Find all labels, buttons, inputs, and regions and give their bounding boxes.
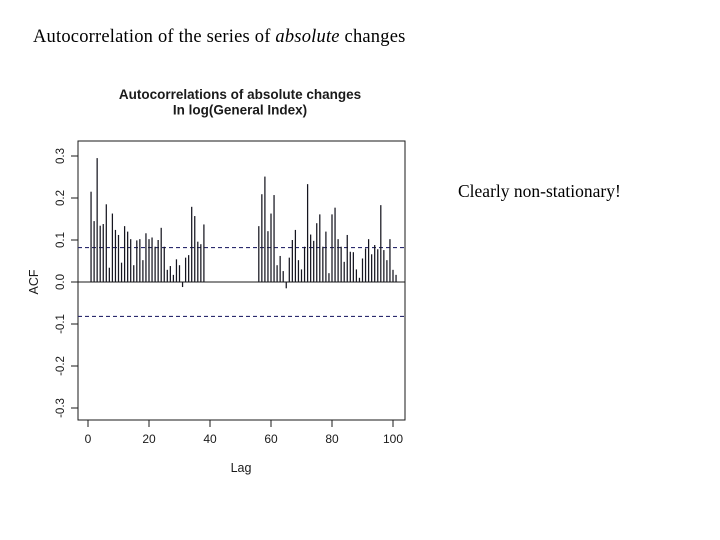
y-axis-title: ACF xyxy=(27,269,41,294)
chart-title-line2: In log(General Index) xyxy=(173,103,307,118)
y-tick-label: 0.2 xyxy=(55,190,67,206)
plot-box xyxy=(77,140,406,421)
y-tick-label: -0.2 xyxy=(55,356,67,376)
x-tick-label: 80 xyxy=(325,432,339,446)
y-tick-label: 0.3 xyxy=(55,148,67,164)
y-tick-label: 0.0 xyxy=(55,274,67,290)
chart-title-line1: Autocorrelations of absolute changes xyxy=(119,87,361,102)
x-tick-label: 20 xyxy=(142,432,156,446)
x-axis-title: Lag xyxy=(231,461,252,475)
slide-title: Autocorrelation of the series of absolut… xyxy=(33,27,406,48)
y-tick-label: -0.3 xyxy=(55,398,67,418)
y-tick-label: -0.1 xyxy=(55,314,67,334)
slide-title-emphasis: absolute xyxy=(275,27,340,47)
annotation-text: Clearly non-stationary! xyxy=(458,181,621,201)
x-tick-label: 0 xyxy=(85,432,92,446)
slide-title-suffix: changes xyxy=(339,27,406,47)
slide-title-prefix: Autocorrelation of the series of xyxy=(33,27,276,47)
x-tick-label: 40 xyxy=(203,432,217,446)
x-tick-label: 60 xyxy=(264,432,278,446)
y-tick-label: 0.1 xyxy=(55,232,67,248)
x-tick-label: 100 xyxy=(383,432,403,446)
